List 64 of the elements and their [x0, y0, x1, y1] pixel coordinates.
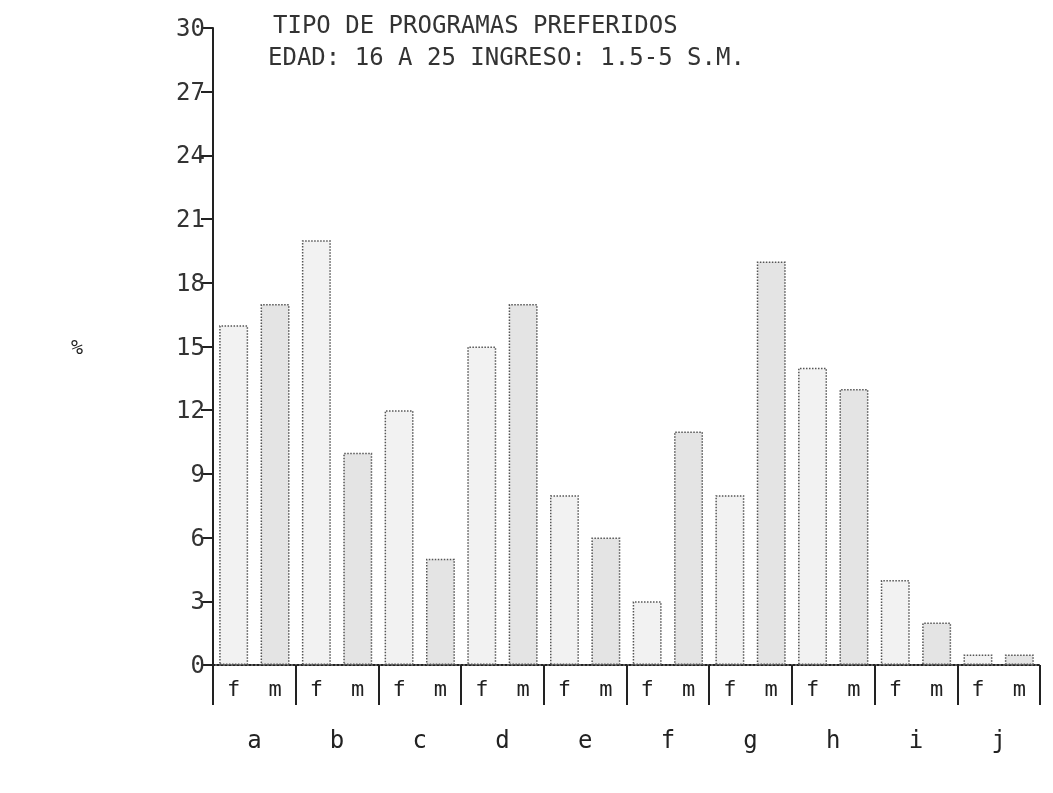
text: m: [764, 675, 778, 701]
bar: [508, 304, 538, 665]
chart-title: TIPO DE PROGRAMAS PREFERIDOS: [273, 11, 678, 39]
y-tick-label: 18: [176, 268, 205, 297]
bar: [798, 367, 828, 665]
bar: [880, 580, 910, 665]
x-tick-label: e: [577, 726, 593, 754]
text: m: [599, 675, 613, 701]
bar: [549, 495, 579, 665]
y-tick-label: 6: [190, 523, 205, 552]
text: EDAD: 16 A 25 INGRESO: 1.5-5 S.M.: [268, 43, 745, 71]
x-tick-label: c: [412, 726, 427, 754]
text: m: [681, 675, 696, 701]
text: f: [723, 675, 737, 701]
bar: [219, 325, 249, 665]
series-label: m: [268, 675, 282, 701]
text: m: [351, 675, 365, 701]
y-tick-label: 24: [176, 141, 205, 170]
bar: [384, 410, 414, 665]
x-tick-label: h: [826, 726, 841, 754]
x-tick-label: j: [991, 726, 1006, 754]
bar: [756, 261, 786, 665]
bar: [632, 601, 662, 665]
bar: [1004, 654, 1034, 665]
bar: [715, 495, 745, 665]
x-tick-label: g: [743, 726, 758, 754]
text: f: [888, 675, 902, 701]
y-tick-label: 21: [176, 205, 205, 234]
text: m: [1012, 675, 1026, 701]
text: f: [475, 675, 489, 701]
x-tick-label: b: [329, 726, 345, 754]
text: f: [805, 675, 820, 701]
bar: [260, 304, 290, 665]
text: f: [309, 675, 323, 701]
text: m: [930, 675, 944, 701]
bar: [674, 431, 704, 665]
y-axis-title: %: [70, 334, 83, 359]
bar: [839, 388, 869, 665]
bar: [343, 452, 373, 665]
x-tick-label: d: [495, 726, 510, 754]
x-tick-label: f: [660, 726, 676, 754]
bar: [591, 537, 621, 665]
text: m: [847, 675, 861, 701]
y-tick-label: 30: [176, 14, 205, 42]
y-tick-label: 3: [190, 587, 205, 616]
y-tick-label: 27: [176, 77, 205, 106]
bar: [963, 654, 993, 665]
text: f: [557, 675, 572, 701]
text: m: [433, 675, 448, 701]
bar: [301, 240, 331, 665]
text: f: [640, 675, 654, 701]
x-tick-label: i: [908, 726, 924, 754]
text: f: [971, 675, 985, 701]
bar: [922, 622, 952, 665]
text: m: [516, 675, 530, 701]
y-tick-label: 15: [176, 332, 205, 361]
x-tick-label: a: [247, 726, 262, 754]
y-tick-label: 9: [190, 459, 205, 488]
text: f: [392, 675, 406, 701]
bar: [425, 558, 455, 665]
y-tick-label: 12: [176, 396, 205, 425]
series-label: f: [227, 675, 241, 701]
y-tick-label: 0: [190, 651, 205, 679]
bar: [467, 346, 497, 665]
